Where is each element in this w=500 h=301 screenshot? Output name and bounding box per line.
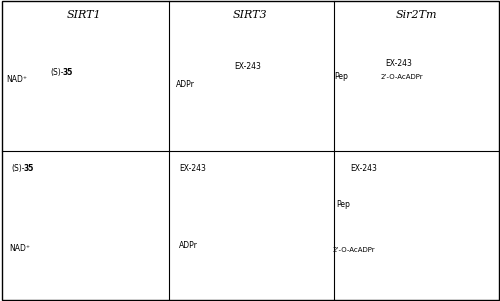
Text: 2’-O-AcADPr: 2’-O-AcADPr — [381, 74, 424, 80]
Text: 35: 35 — [62, 68, 73, 77]
Text: EX-243: EX-243 — [234, 62, 261, 71]
Text: Pep: Pep — [334, 72, 348, 81]
Text: ADPr: ADPr — [179, 241, 198, 250]
Text: 2’-O-AcADPr: 2’-O-AcADPr — [332, 247, 375, 253]
Text: EX-243: EX-243 — [179, 164, 206, 173]
Text: SIRT1: SIRT1 — [66, 10, 102, 20]
Text: NAD⁺: NAD⁺ — [6, 75, 27, 84]
Text: EX-243: EX-243 — [350, 164, 377, 173]
Text: ADPr: ADPr — [176, 80, 195, 89]
Text: (S)-: (S)- — [50, 68, 64, 77]
Text: Pep: Pep — [336, 200, 350, 209]
Text: (S)-: (S)- — [11, 164, 24, 173]
Text: Sir2Tm: Sir2Tm — [395, 10, 437, 20]
Text: 35: 35 — [24, 164, 34, 173]
Text: EX-243: EX-243 — [385, 59, 412, 68]
Text: SIRT3: SIRT3 — [232, 10, 268, 20]
Text: NAD⁺: NAD⁺ — [9, 244, 30, 253]
